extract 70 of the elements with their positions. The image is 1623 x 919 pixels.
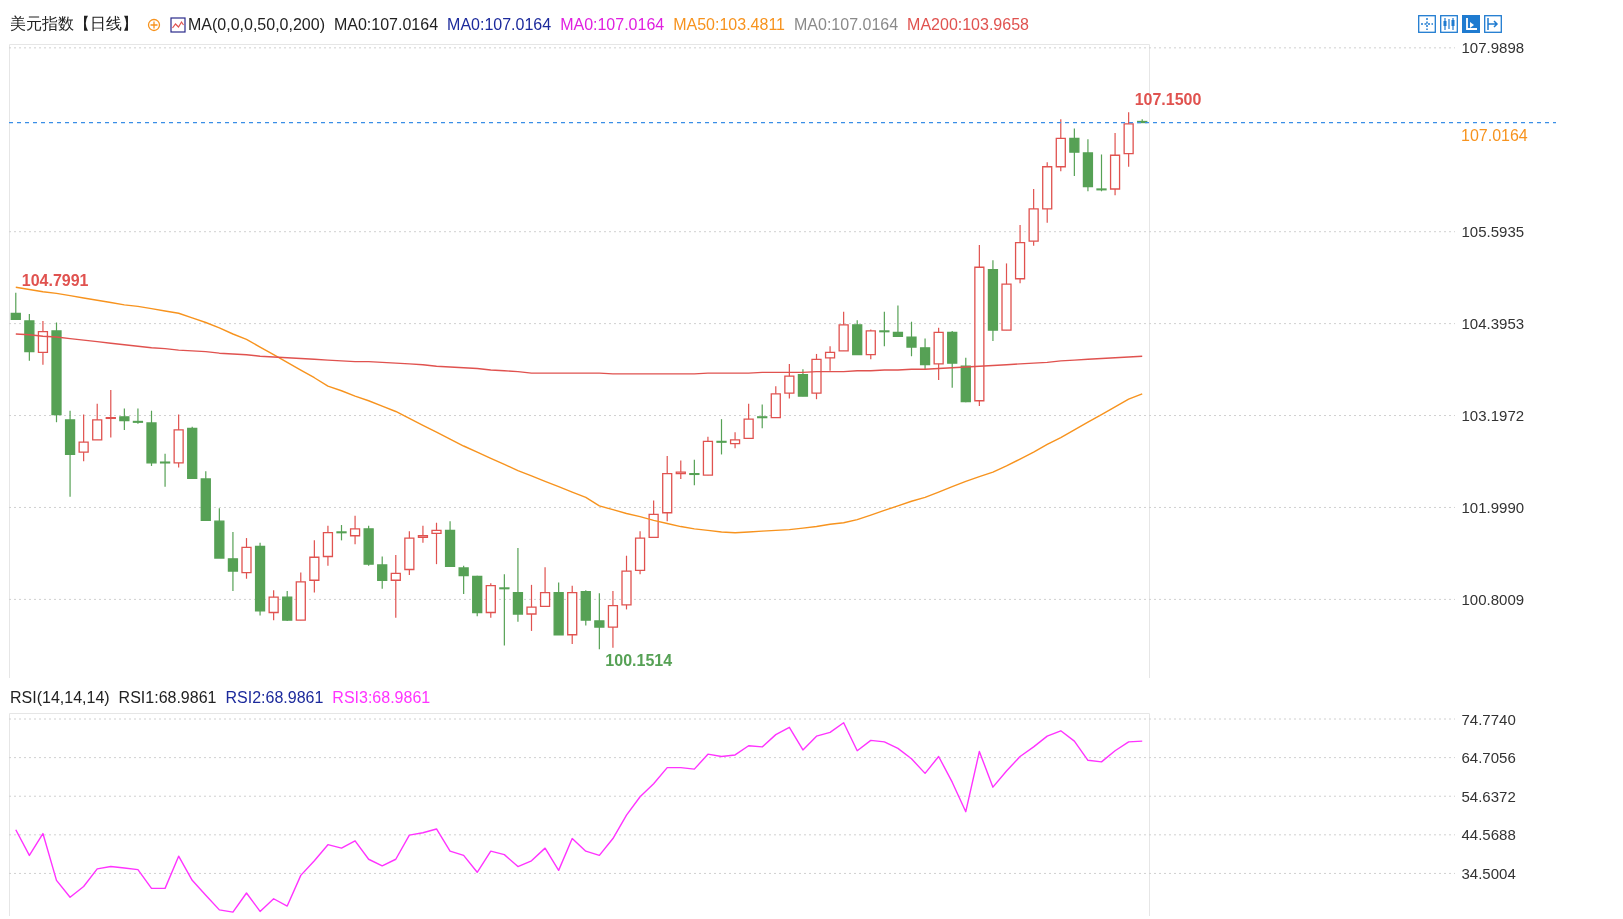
- text: MA0:107.0164: [333, 15, 439, 34]
- candlestick: [743, 403, 754, 439]
- candlestick: [78, 413, 89, 462]
- candlestick: [268, 589, 279, 621]
- text: MA0:107.0164: [447, 15, 552, 34]
- text: MA200:103.9658: [907, 15, 1029, 34]
- y-tick-label: 103.1972: [1461, 407, 1525, 425]
- candlestick: [322, 525, 334, 567]
- candlestick: [159, 453, 171, 488]
- text: RSI1:68.9861: [118, 689, 217, 707]
- candlestick: [417, 525, 429, 544]
- y-tick-label: 105.5935: [1461, 223, 1525, 241]
- annotation: 100.1514: [605, 652, 673, 670]
- annotation: 107.1500: [1134, 91, 1202, 109]
- candlestick: [390, 554, 401, 619]
- annotation: 104.7991: [21, 271, 89, 289]
- candlestick: [865, 328, 876, 360]
- candlestick: [499, 573, 510, 647]
- candlestick: [349, 515, 361, 545]
- text: MA(0,0,0,50,0,200): [188, 15, 325, 34]
- candlestick: [607, 590, 619, 649]
- candlestick: [526, 584, 537, 632]
- y-tick-label: 107.9898: [1461, 39, 1525, 57]
- candlestick: [377, 555, 388, 590]
- y-tick-label: 101.9990: [1461, 498, 1525, 516]
- y-tick-label: 34.5004: [1461, 864, 1516, 882]
- y-tick-label: 74.7740: [1461, 710, 1516, 728]
- candlestick: [892, 305, 904, 337]
- candlestick: [906, 321, 917, 357]
- line-series: [15, 286, 1143, 534]
- candlestick: [309, 539, 320, 594]
- y-tick-label: 104.3953: [1461, 315, 1525, 333]
- candlestick: [227, 531, 239, 592]
- text: MA0:107.0164: [794, 15, 899, 34]
- candlestick: [431, 522, 442, 565]
- candlestick: [105, 389, 116, 439]
- candlestick: [282, 590, 293, 622]
- chart-title: 美元指数【日线】: [10, 14, 138, 34]
- candlestick: [824, 345, 836, 372]
- y-tick-label: 44.5688: [1461, 826, 1516, 844]
- ref-line-label: 107.0164: [1461, 126, 1528, 144]
- candlestick: [757, 403, 768, 429]
- candlestick: [716, 418, 727, 456]
- candlestick: [458, 565, 469, 595]
- candlestick: [919, 338, 931, 370]
- text: RSI3:68.9861: [332, 689, 431, 707]
- candlestick: [689, 459, 700, 486]
- text: MA0:107.0164: [560, 15, 665, 34]
- candlestick: [879, 311, 890, 347]
- candlestick: [132, 407, 144, 425]
- text: RSI2:68.9861: [225, 689, 324, 707]
- candlestick: [729, 431, 741, 449]
- candlestick: [92, 403, 103, 441]
- candlestick: [648, 499, 659, 538]
- candlestick: [1096, 153, 1107, 192]
- chart-title: RSI(14,14,14): [10, 689, 110, 707]
- line-series: [15, 722, 1143, 913]
- candlestick: [512, 547, 524, 623]
- candlestick: [539, 566, 551, 607]
- candlestick: [675, 459, 686, 480]
- candlestick: [594, 592, 605, 650]
- candlestick: [770, 385, 781, 419]
- text: MA50:103.4811: [673, 15, 785, 34]
- y-tick-label: 64.7056: [1461, 749, 1516, 767]
- candlestick: [1069, 127, 1080, 177]
- candlestick: [119, 407, 130, 431]
- y-tick-label: 100.8009: [1461, 590, 1525, 608]
- candlestick: [797, 368, 809, 397]
- y-tick-label: 54.6372: [1461, 787, 1516, 805]
- candlestick: [10, 292, 21, 321]
